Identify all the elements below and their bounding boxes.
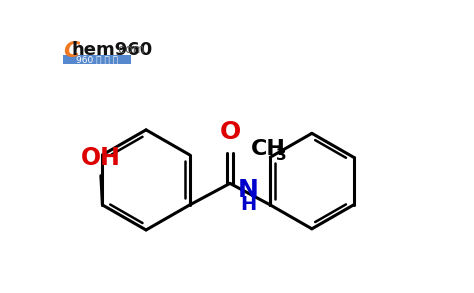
Text: hem960: hem960	[72, 41, 153, 59]
Bar	[63, 55, 131, 64]
Text: 960 化 工 网: 960 化 工 网	[76, 55, 118, 64]
Text: N: N	[238, 178, 259, 202]
Text: C: C	[63, 41, 80, 61]
Text: .com: .com	[115, 43, 146, 56]
Text: O: O	[219, 120, 241, 144]
Text: 3: 3	[276, 148, 286, 163]
Text: OH: OH	[81, 146, 121, 170]
Text: H: H	[240, 195, 257, 214]
Text: CH: CH	[251, 139, 286, 159]
